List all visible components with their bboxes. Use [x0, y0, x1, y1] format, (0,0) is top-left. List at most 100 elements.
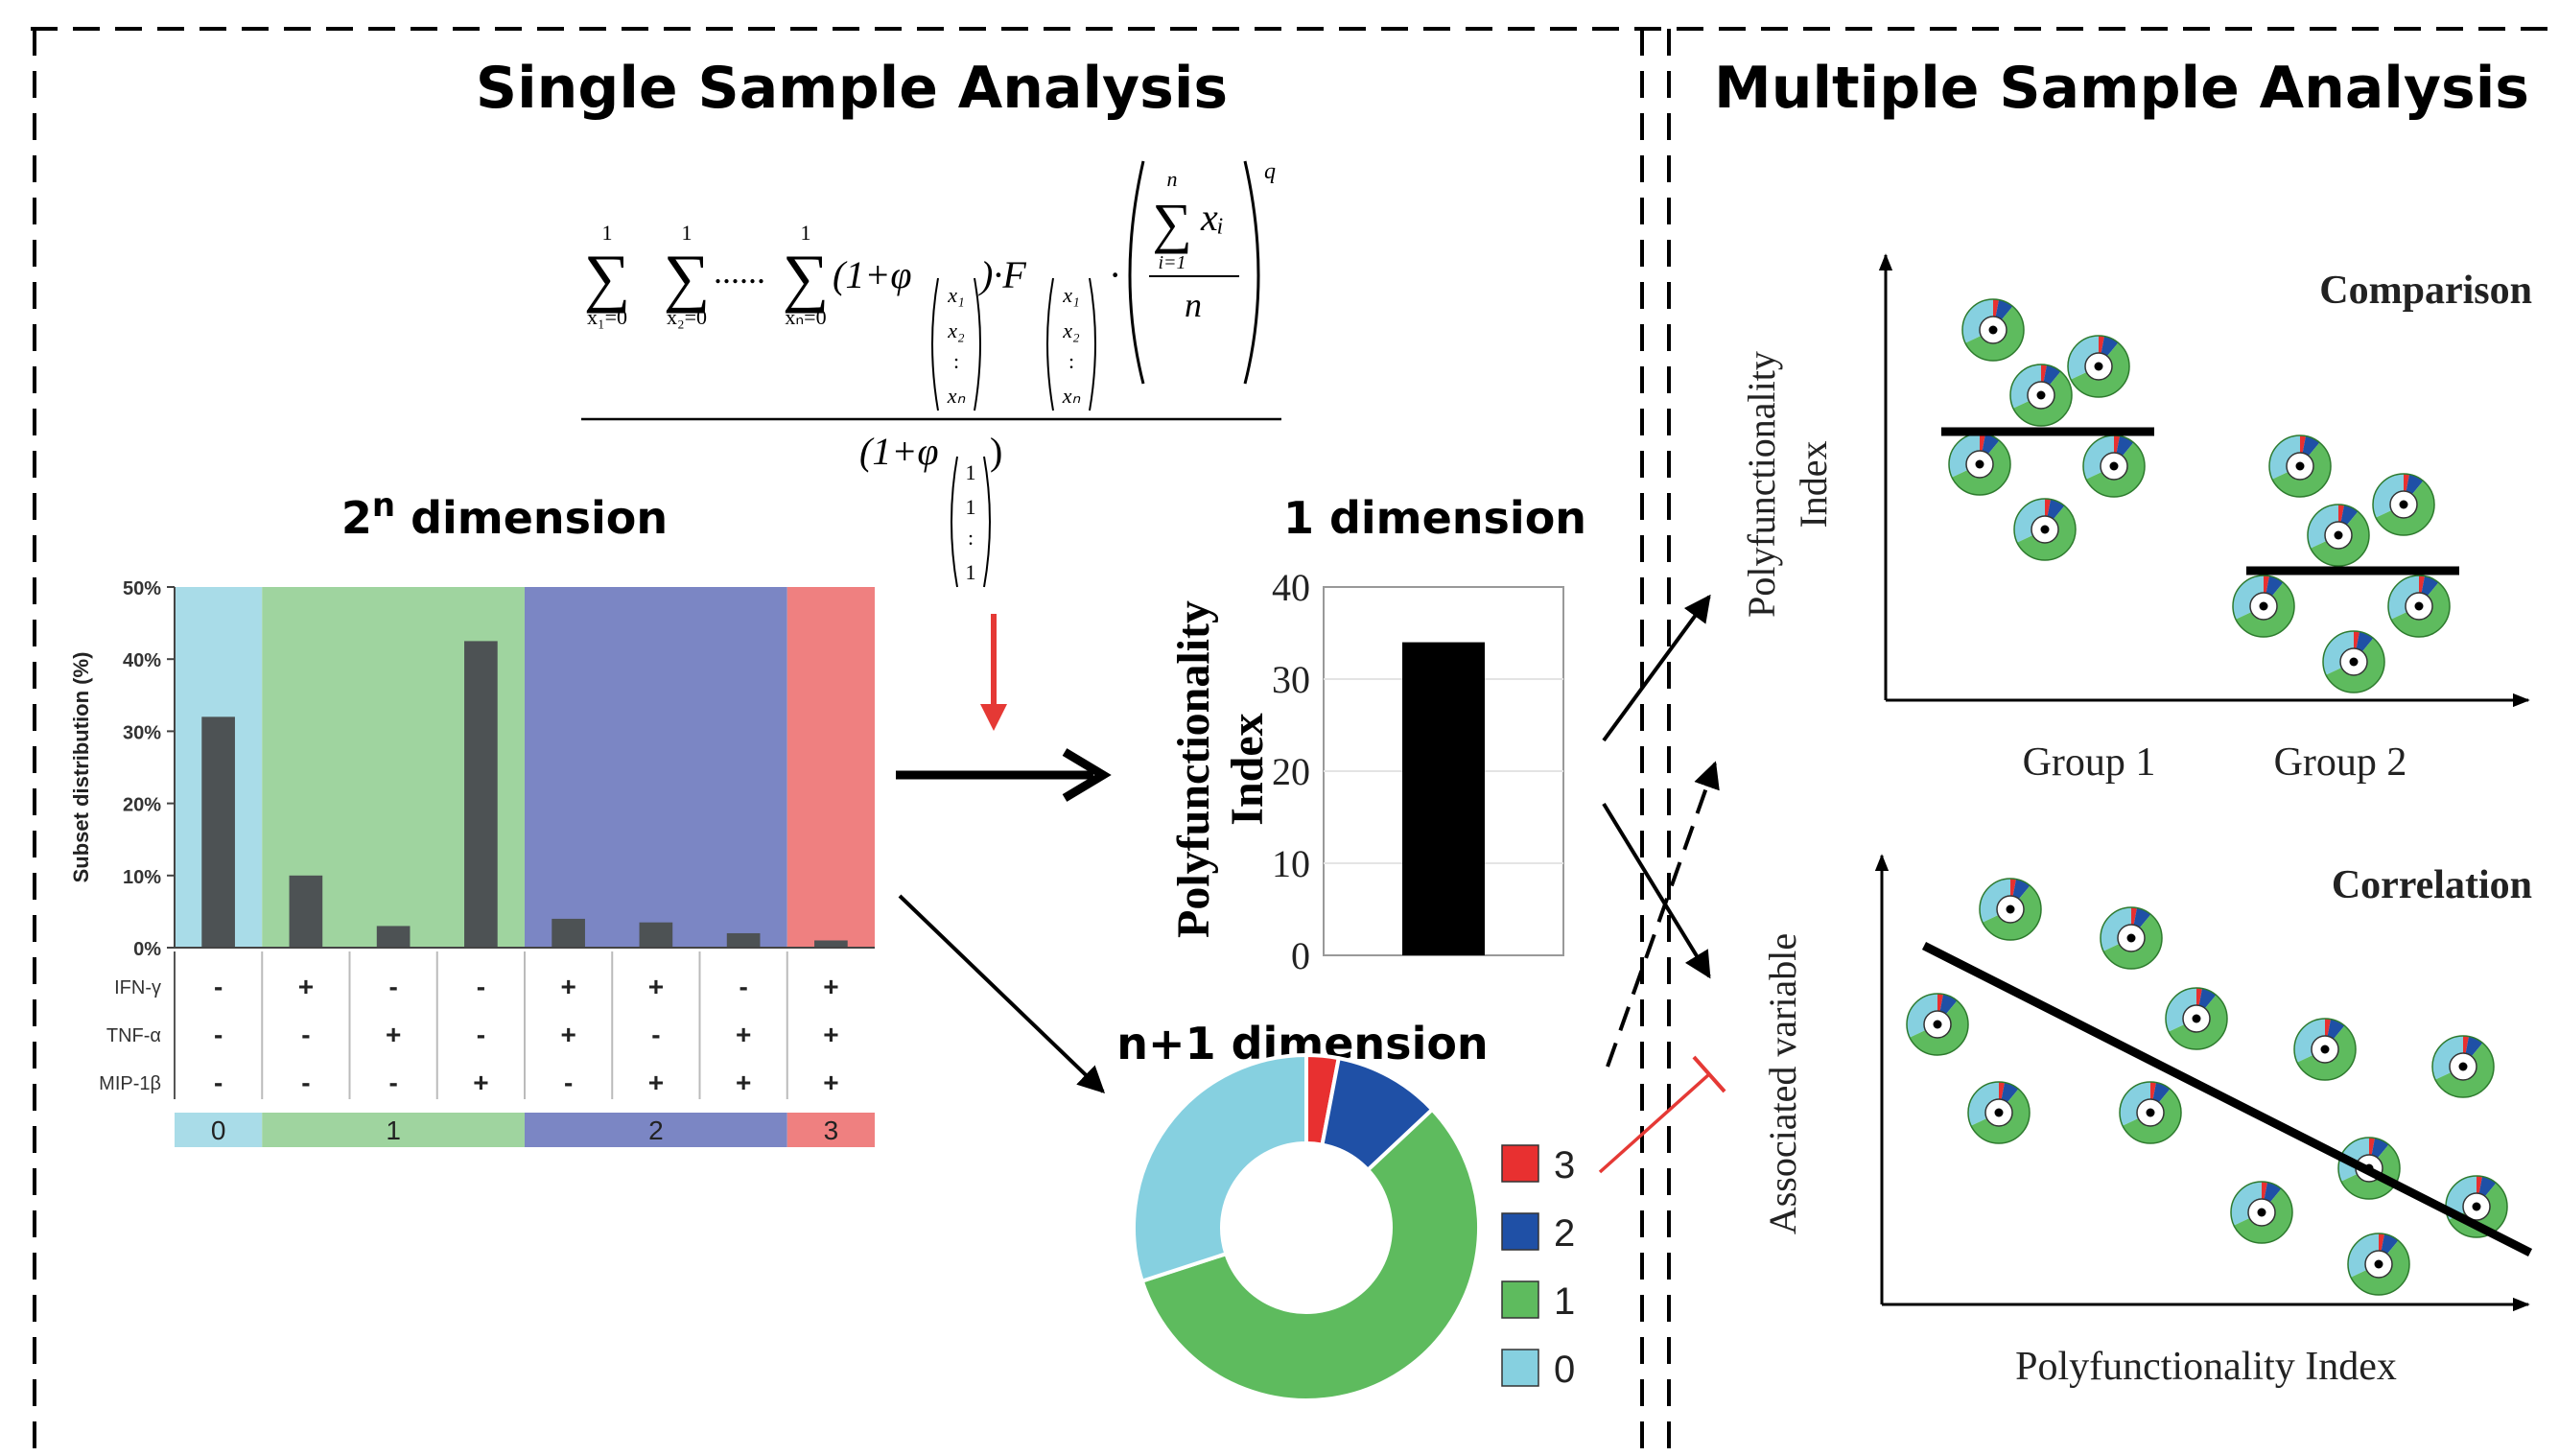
- mini-slice: [2354, 631, 2359, 649]
- mini-slice: [2264, 1182, 2282, 1203]
- den-close-paren: ): [990, 430, 1002, 473]
- group-label-2: 2: [648, 1115, 664, 1145]
- data-point-donut: [2230, 1181, 2293, 1244]
- mini-slice: [2371, 1138, 2389, 1159]
- legend-swatch-1: [1501, 1280, 1539, 1319]
- sign-cell: +: [823, 1020, 838, 1049]
- n1-dimension-donut-chart: 3 2 1 0: [1132, 1052, 1575, 1402]
- mini-center-dot: [2006, 904, 2015, 914]
- mini-slice: [1910, 1000, 1968, 1056]
- data-point-donut: [2009, 364, 2073, 427]
- mini-slice: [2404, 474, 2409, 492]
- data-point-donut: [1906, 993, 1969, 1056]
- mini-slice: [2071, 342, 2130, 398]
- data-point-donut: [2293, 1018, 2357, 1081]
- sign-cell: +: [736, 1068, 751, 1097]
- arrow-bar-to-comparison: [1602, 594, 1711, 742]
- subset-bar: [726, 932, 761, 948]
- subset-bar: [639, 922, 673, 948]
- big-paren-right: [1243, 160, 1260, 385]
- mini-slice: [2150, 1082, 2156, 1100]
- legend-swatch-2: [1501, 1212, 1539, 1251]
- sign-cell: -: [214, 972, 223, 1001]
- den-vec-colon: :: [968, 526, 974, 550]
- mini-slice: [2099, 336, 2104, 354]
- den-vec-1c: 1: [966, 560, 976, 584]
- correlation-y-label: Associated variable: [1761, 933, 1804, 1234]
- data-point-donut: [1979, 878, 2042, 941]
- exponent-q: q: [1264, 159, 1276, 184]
- f-vector-paren-right: [1089, 277, 1096, 411]
- sigma-1: ∑: [584, 241, 630, 314]
- poly-index-bar: [1402, 642, 1485, 955]
- poly-bar-tick-label: 0: [1291, 934, 1310, 977]
- mini-outline: [1961, 298, 2025, 362]
- inner-xi: xᵢ: [1200, 196, 1224, 239]
- mini-outline: [2119, 1081, 2182, 1144]
- mini-slice: [2465, 1036, 2483, 1057]
- sign-cell: -: [301, 1020, 310, 1049]
- legend-label-1: 1: [1554, 1280, 1575, 1323]
- sign-cell: -: [651, 1020, 660, 1049]
- subset-y-axis-label: Subset distribution (%): [69, 652, 93, 883]
- legend-swatch-0: [1501, 1349, 1539, 1387]
- dim-2n-base: 2: [341, 492, 372, 544]
- f-vec-colon: :: [1068, 349, 1074, 373]
- mini-slice: [1980, 434, 1985, 452]
- mini-center-dot: [1988, 325, 1998, 335]
- mini-slice: [2478, 1176, 2497, 1197]
- inner-sum-top: n: [1167, 167, 1178, 191]
- mini-slice: [2114, 435, 2120, 454]
- sign-cell: +: [736, 1020, 751, 1049]
- mini-center-dot: [2109, 461, 2119, 471]
- mini-slice: [2017, 505, 2077, 561]
- mini-slice: [2302, 435, 2320, 457]
- mini-center-dot: [2094, 362, 2103, 371]
- mini-center-dot: [2458, 1062, 2468, 1071]
- data-point-donut: [2322, 630, 2385, 693]
- mini-center-dot: [1994, 1108, 2004, 1117]
- poly-bar-y-label-line2: Index: [1222, 713, 1273, 825]
- subset-bar: [814, 940, 848, 948]
- group-label-1: 1: [386, 1115, 401, 1145]
- mini-slice: [2198, 988, 2217, 1009]
- poly-bar-tick-label: 40: [1272, 566, 1310, 609]
- sigma-n: ∑: [783, 241, 829, 314]
- mini-slice: [1982, 434, 2000, 455]
- den-vec-1a: 1: [966, 460, 976, 484]
- data-point-donut: [2067, 335, 2130, 398]
- dim-2n-sup: n: [372, 486, 395, 525]
- polyfunctionality-formula: 1 ∑ x₁=0 1 ∑ x₂=0 ...... 1 ∑ xₙ=0 (1+φ x…: [581, 159, 1281, 588]
- mini-slice: [2266, 575, 2284, 597]
- mini-outline: [2165, 987, 2228, 1050]
- mini-slice: [2001, 1082, 2019, 1103]
- data-point-donut: [1967, 1081, 2031, 1144]
- mini-center-dot: [2040, 525, 2050, 534]
- numerator-phi: (1+φ: [833, 253, 911, 296]
- phi-vec-xn: xₙ: [947, 384, 966, 408]
- comparison-group-2-label: Group 2: [2274, 740, 2407, 785]
- mini-slice: [2131, 907, 2137, 926]
- mini-slice: [2311, 511, 2370, 567]
- cross-panel-arrows: [1598, 594, 1726, 1174]
- sign-cell: +: [386, 1020, 401, 1049]
- mini-slice: [2391, 582, 2451, 638]
- mini-center-dot: [2472, 1202, 2481, 1211]
- sign-cell: +: [560, 972, 575, 1001]
- subset-bar: [201, 716, 235, 948]
- close-dot-f: )·F: [978, 253, 1026, 296]
- correlation-scatter-chart: Correlation Associated variable Polyfuncti…: [1761, 854, 2533, 1389]
- subset-y-tick-label: 40%: [123, 650, 161, 671]
- mini-outline: [2100, 906, 2163, 970]
- mini-slice: [2463, 1036, 2469, 1054]
- mini-center-dot: [2414, 601, 2424, 611]
- sign-cell: -: [564, 1068, 573, 1097]
- multiple-sample-title: Multiple Sample Analysis: [1714, 55, 2529, 122]
- sign-cell: +: [648, 972, 664, 1001]
- big-paren-left: [1128, 160, 1145, 385]
- polyfunctionality-bar-chart: 0 10 20 30 40 Polyfunctionality Index: [1168, 566, 1564, 977]
- mini-center-dot: [2259, 601, 2268, 611]
- poly-bar-tick-label: 10: [1272, 842, 1310, 885]
- sign-cell: -: [214, 1068, 223, 1097]
- sign-cell: -: [477, 972, 485, 1001]
